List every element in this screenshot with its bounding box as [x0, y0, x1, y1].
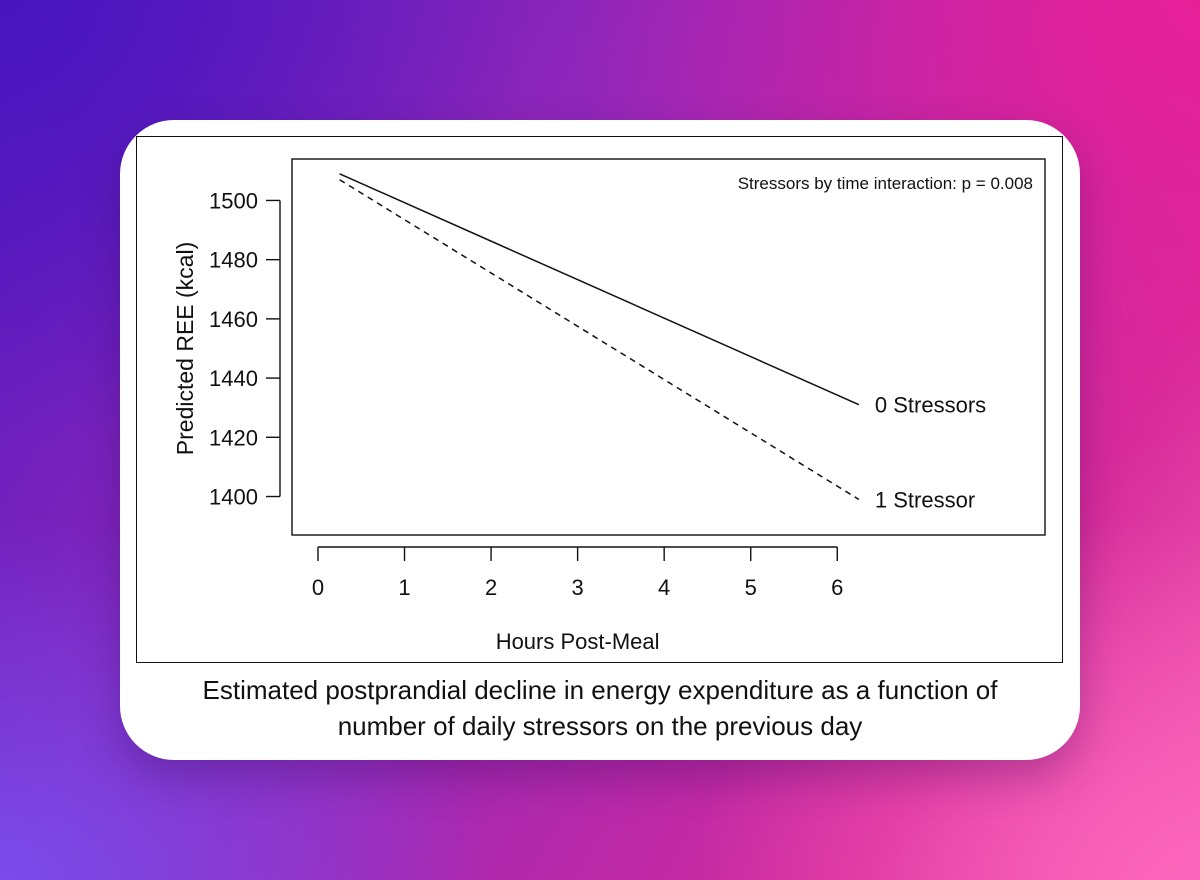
series-line-1 [339, 179, 860, 501]
x-tick-label: 2 [485, 575, 497, 600]
plot-frame [291, 158, 1046, 536]
x-tick-label: 3 [571, 575, 583, 600]
series-label-0: 0 Stressors [875, 393, 986, 418]
caption-line-1: Estimated postprandial decline in energy… [202, 675, 998, 705]
x-tick-label: 0 [312, 575, 324, 600]
chart-figure: 1400 1420 1440 1460 1480 1500 0 1 2 3 4 5 6 Hours Pos… [136, 136, 1063, 663]
y-tick-label: 1420 [209, 425, 258, 450]
figure-caption: Estimated postprandial decline in energy… [120, 672, 1080, 744]
y-tick-label: 1440 [209, 366, 258, 391]
series-line-0 [339, 173, 860, 406]
series-label-1: 1 Stressor [875, 487, 975, 512]
caption-line-2: number of daily stressors on the previou… [337, 711, 863, 741]
x-tick-label: 6 [831, 575, 843, 600]
x-tick-label: 1 [398, 575, 410, 600]
x-axis-label: Hours Post-Meal [496, 629, 660, 654]
y-tick-label: 1500 [209, 188, 258, 213]
y-axis-label: Predicted REE (kcal) [172, 242, 198, 455]
x-tick-label: 5 [745, 575, 757, 600]
y-tick-label: 1460 [209, 307, 258, 332]
figure-card: 1400 1420 1440 1460 1480 1500 0 1 2 3 4 5 6 Hours Pos… [120, 120, 1080, 760]
x-tick-label: 4 [658, 575, 670, 600]
interaction-annotation: Stressors by time interaction: p = 0.008 [738, 174, 1033, 193]
y-tick-label: 1400 [209, 485, 258, 510]
line-chart: 1400 1420 1440 1460 1480 1500 0 1 2 3 4 5 6 Hours Pos… [172, 158, 1046, 654]
y-tick-label: 1480 [209, 248, 258, 273]
